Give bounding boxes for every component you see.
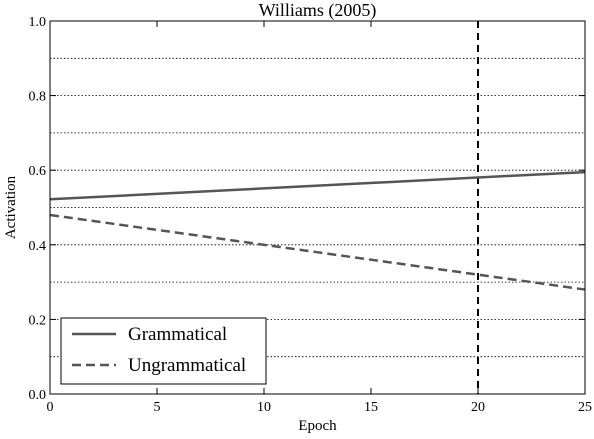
y-tick-label: 0.4 (29, 239, 47, 254)
series-line-ungrammatical (49, 213, 586, 291)
ticks: 0 5 10 15 20 25 0.0 0.2 0.4 0.6 0.8 1.0 (29, 15, 593, 415)
series-line-grammatical (49, 170, 586, 201)
legend-box (60, 317, 267, 385)
x-tick-label: 10 (257, 400, 271, 415)
x-tick-label: 15 (364, 400, 378, 415)
plot-frame (49, 20, 586, 395)
legend-label: Grammatical (128, 324, 227, 345)
y-tick-label: 0.8 (29, 90, 47, 105)
x-axis-label: Epoch (298, 418, 337, 434)
y-tick-label: 0.6 (29, 164, 47, 179)
x-tick-label: 5 (154, 400, 161, 415)
y-tick-label: 0.0 (29, 388, 47, 403)
legend: Grammatical Ungrammatical (60, 317, 267, 385)
y-tick-label: 0.2 (29, 313, 47, 328)
grid (50, 57, 585, 358)
chart-title: Williams (2005) (259, 0, 377, 21)
series-layer (49, 170, 586, 291)
legend-label: Ungrammatical (128, 355, 246, 376)
x-tick-label: 25 (578, 400, 592, 415)
x-tick-label: 20 (471, 400, 485, 415)
y-axis-label: Activation (3, 175, 19, 239)
x-tick-label: 0 (47, 400, 54, 415)
y-tick-label: 1.0 (29, 15, 47, 30)
